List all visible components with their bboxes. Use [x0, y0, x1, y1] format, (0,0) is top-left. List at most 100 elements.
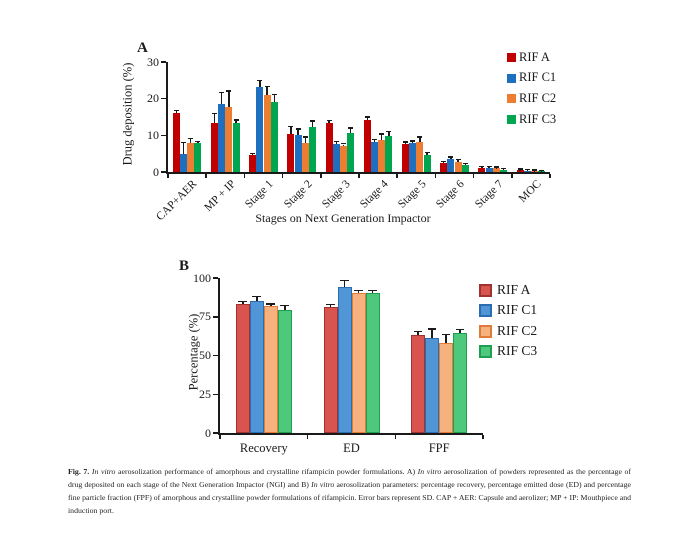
bar-RIF-A-0 [235, 303, 250, 433]
error-bar-cap [266, 303, 276, 305]
error-bar-line [259, 81, 261, 87]
y-tick-label: 20 [147, 91, 159, 106]
error-bar-line [213, 114, 216, 123]
error-bar-line [304, 137, 306, 144]
caption-segment: aerosolization performance of amorphous … [115, 467, 418, 476]
y-tick-mark [213, 277, 218, 279]
error-bar-cap [410, 140, 416, 142]
error-bar-line [426, 153, 428, 155]
error-bar-cap [295, 128, 301, 130]
error-bar-cap [238, 300, 248, 303]
error-bar-line [381, 134, 383, 140]
bar-RIF-C2-6 [416, 141, 424, 172]
bar-RIF-A-6 [401, 143, 410, 172]
error-bar-cap [493, 166, 499, 168]
bar-RIF-C2-8 [492, 168, 500, 172]
error-bar-line [175, 111, 177, 114]
bar-RIF-C3-8 [499, 169, 508, 172]
bar-RIF-C3-4 [347, 133, 355, 172]
bar-RIF-C3-3 [308, 127, 317, 172]
bar-RIF-A-3 [287, 133, 295, 172]
legend-swatch-RIF-A [507, 53, 516, 62]
error-bar-cap [271, 93, 277, 95]
bar-RIF-C3-1 [232, 123, 240, 172]
bar-RIF-C3-1 [365, 292, 380, 433]
error-bar-cap [257, 79, 263, 82]
x-axis [218, 433, 483, 435]
x-axis [166, 172, 550, 174]
error-bar-line [431, 329, 433, 338]
x-tick-mark [281, 174, 284, 178]
bar-RIF-A-2 [249, 155, 257, 172]
x-tick-mark [511, 174, 513, 178]
error-bar-line [328, 121, 330, 123]
bar-RIF-C2-4 [339, 145, 348, 172]
error-bar-cap [532, 169, 537, 171]
error-bar-line [190, 139, 192, 144]
error-bar-cap [479, 165, 485, 168]
error-bar-line [404, 142, 407, 144]
error-bar-line [273, 95, 275, 103]
x-axis-title: Stages on Next Generation Impactor [255, 211, 431, 225]
y-tick-label: 10 [147, 127, 159, 142]
bar-RIF-C1-5 [370, 141, 379, 172]
legend-label-RIF-A: RIF A [497, 282, 531, 298]
panel-label: B [179, 258, 190, 274]
error-bar-line [419, 137, 421, 142]
legend-label-RIF-C1: RIF C1 [497, 302, 538, 318]
caption-segment: aerosolization of powders represented as… [68, 467, 632, 489]
legend-label-RIF-A: RIF A [519, 49, 550, 64]
error-bar-line [371, 291, 374, 293]
error-bar-cap [386, 131, 392, 133]
error-bar-cap [455, 158, 461, 160]
bar-RIF-C3-9 [538, 171, 546, 172]
y-tick-mark [161, 97, 166, 100]
error-bar-cap [462, 162, 468, 164]
bar-RIF-A-5 [363, 119, 371, 172]
x-tick-label: Recovery [239, 441, 288, 455]
y-tick-label: 50 [199, 348, 211, 363]
error-bar-line [350, 128, 352, 134]
y-tick-label: 0 [205, 425, 211, 440]
bar-RIF-C3-5 [385, 136, 393, 172]
y-axis-title: Percentage (%) [186, 313, 201, 391]
bar-RIF-C3-6 [423, 154, 431, 172]
error-bar-cap [517, 168, 523, 170]
bar-RIF-C1-3 [294, 134, 302, 172]
y-tick-label: 25 [199, 386, 211, 401]
y-tick-mark [161, 171, 166, 173]
error-bar-cap [188, 137, 194, 139]
error-bar-cap [486, 165, 492, 168]
caption-segment: aerosolization parameters: percentage re… [68, 479, 632, 515]
bar-RIF-C2-2 [439, 343, 454, 433]
x-tick-label: FPF [428, 441, 450, 455]
error-bar-line [464, 163, 466, 165]
error-bar-line [412, 141, 414, 144]
error-bar-cap [424, 151, 430, 154]
bar-RIF-C1-0 [249, 301, 264, 433]
legend-swatch-RIF-A [479, 284, 492, 297]
bar-RIF-C2-1 [351, 293, 366, 433]
y-tick-label: 0 [153, 164, 159, 179]
error-bar-cap [379, 133, 385, 135]
error-bar-cap [264, 85, 270, 87]
error-bar-cap [326, 120, 332, 122]
y-tick-mark [161, 134, 166, 137]
bar-RIF-A-2 [411, 335, 426, 433]
error-bar-line [373, 140, 376, 142]
x-tick-mark [167, 174, 169, 178]
error-bar-cap [413, 330, 423, 333]
error-bar-line [235, 120, 237, 124]
error-bar-line [252, 154, 254, 156]
error-bar-line [297, 129, 299, 135]
error-bar-line [481, 167, 483, 168]
x-tick-mark [243, 174, 246, 178]
legend-label-RIF-C2: RIF C2 [519, 90, 557, 105]
error-bar-cap [348, 127, 354, 129]
legend-swatch-RIF-C3 [507, 114, 516, 124]
bar-RIF-A-0 [172, 113, 180, 172]
error-bar-cap [250, 152, 256, 155]
error-bar-line [228, 91, 230, 107]
error-bar-cap [455, 328, 465, 330]
